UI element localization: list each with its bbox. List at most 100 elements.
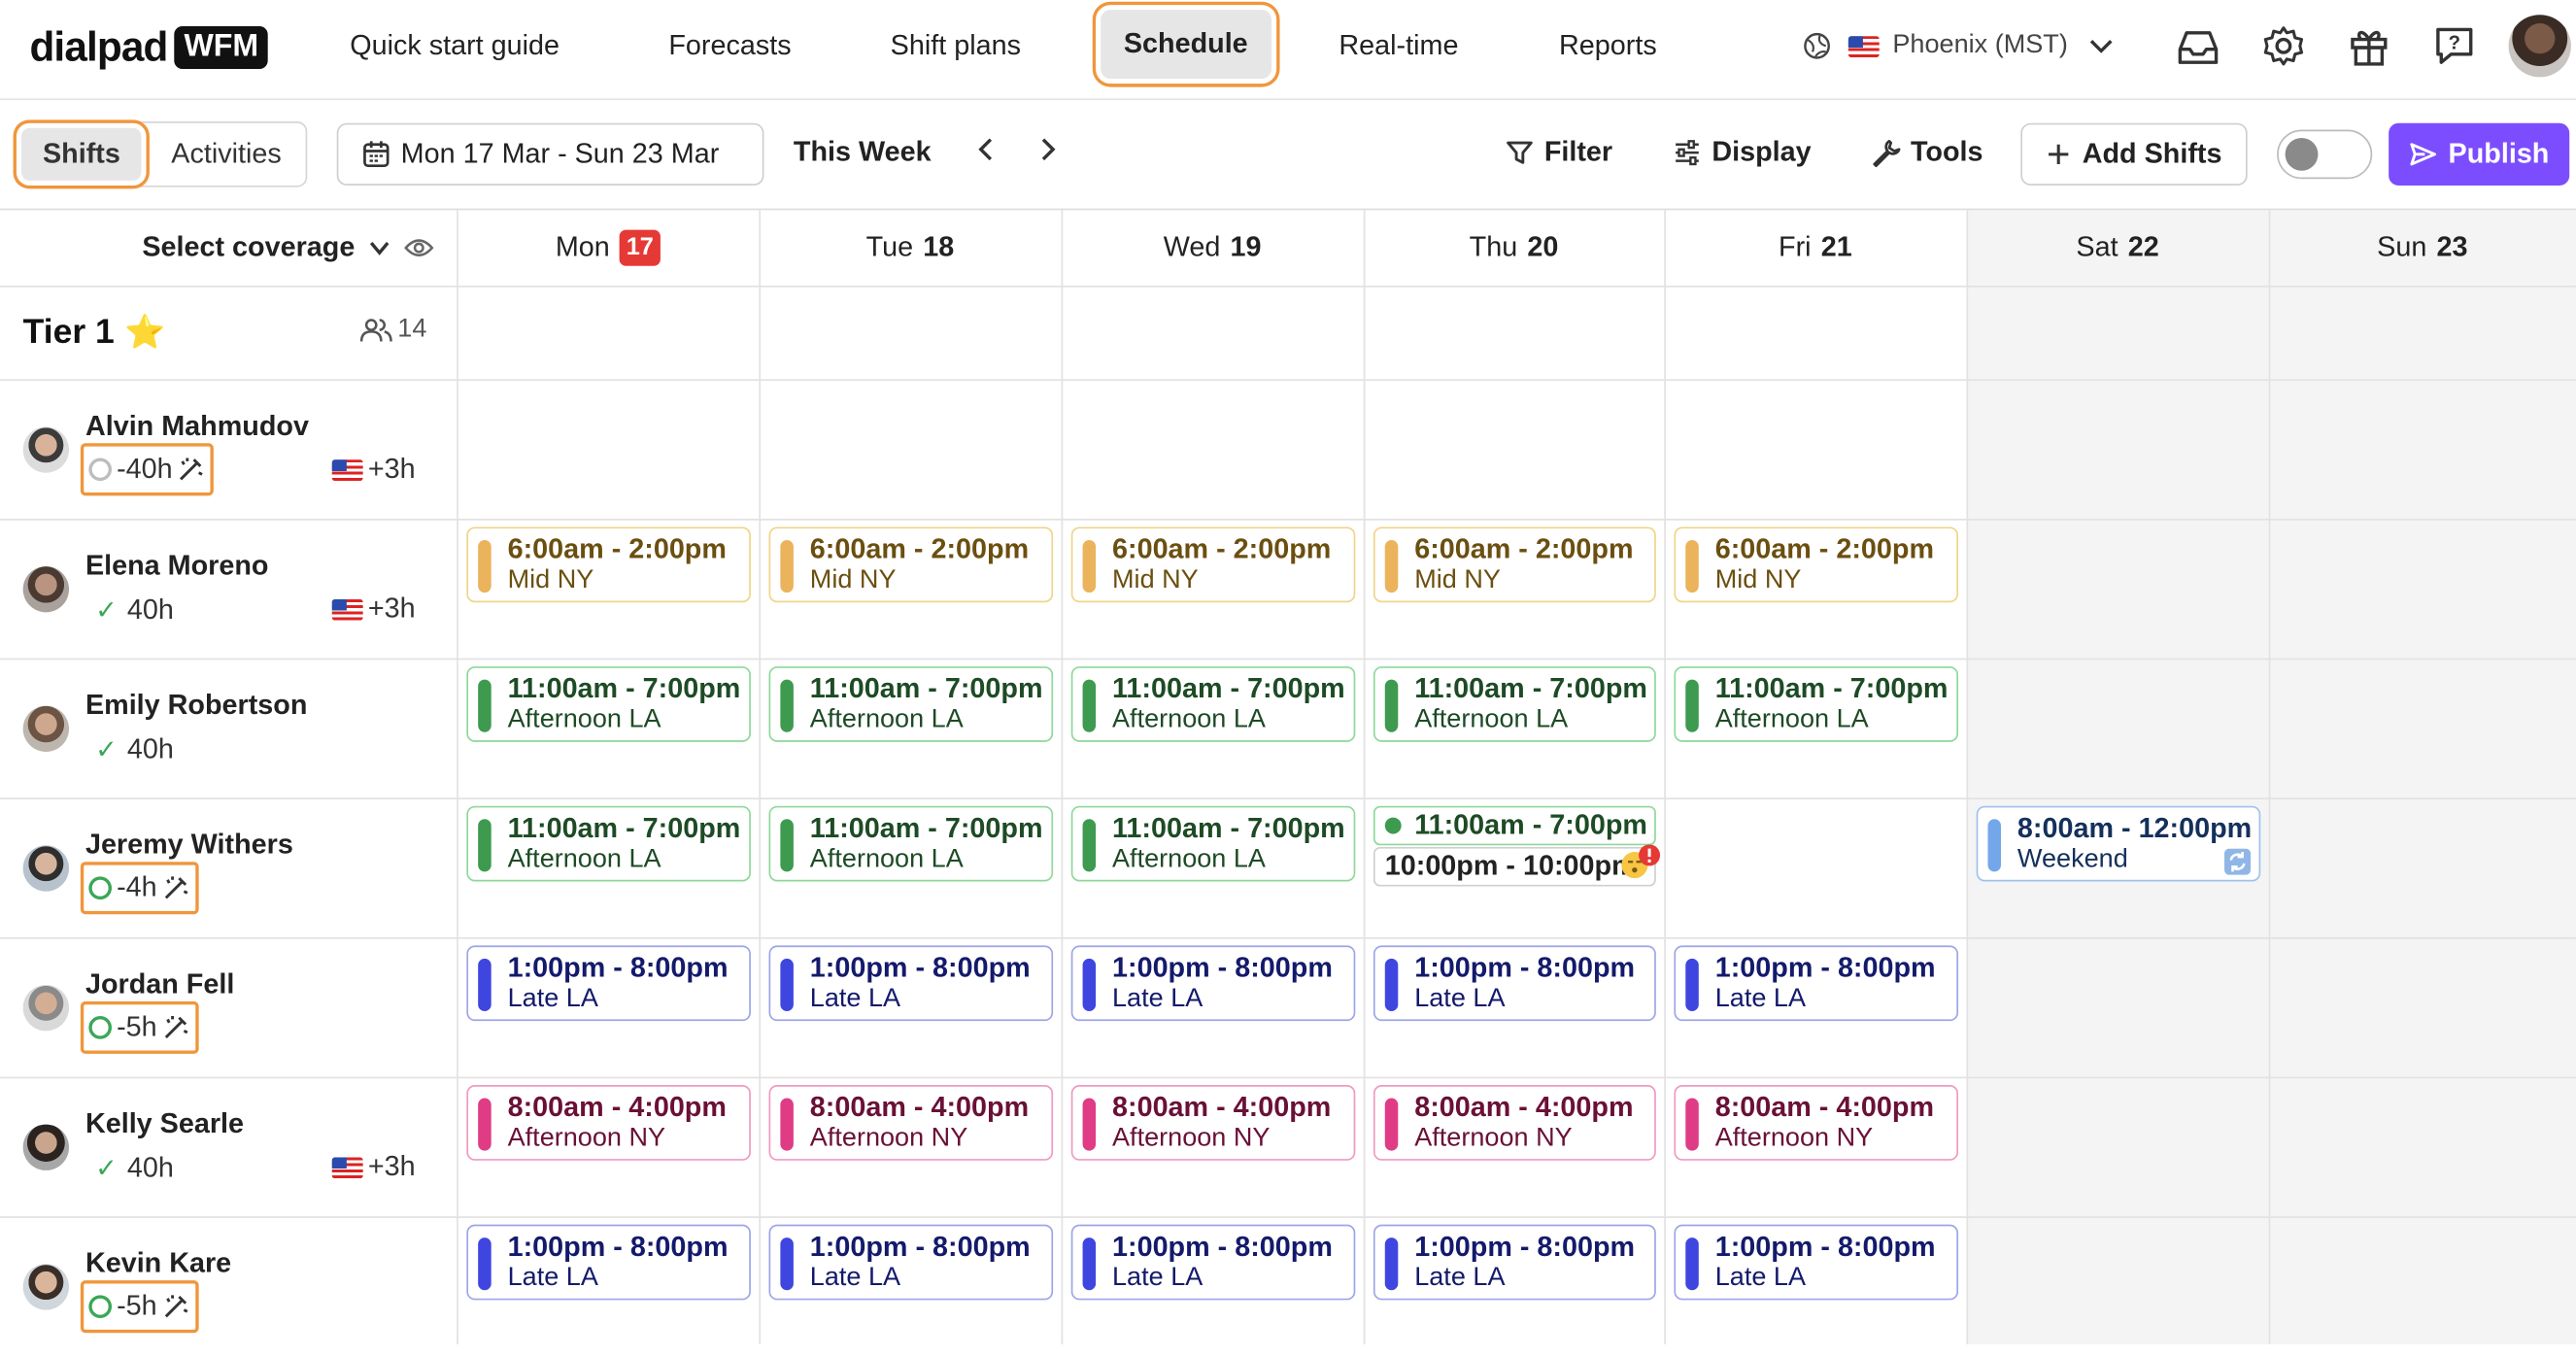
shift-name: Late LA bbox=[809, 984, 901, 1013]
svg-text:?: ? bbox=[2449, 33, 2460, 54]
send-icon bbox=[2410, 143, 2437, 166]
add-shifts-button[interactable]: Add Shifts bbox=[2020, 122, 2248, 186]
agent-hours-badge[interactable]: -40h bbox=[80, 443, 214, 496]
dialpad-wfm-logo[interactable]: dialpad WFM bbox=[29, 21, 269, 74]
shift-card[interactable]: 1:00pm - 8:00pm Late LA bbox=[768, 945, 1054, 1022]
publish-button[interactable]: Publish bbox=[2389, 122, 2570, 186]
agent-hours: -40h bbox=[117, 453, 173, 485]
select-coverage-dropdown[interactable]: Select coverage bbox=[0, 210, 457, 286]
shift-time: 1:00pm - 8:00pm bbox=[1112, 1231, 1333, 1263]
shift-card[interactable]: 11:00am - 7:00pm Afternoon LA bbox=[1674, 666, 1959, 742]
shift-card[interactable]: 8:00am - 4:00pm Afternoon NY bbox=[1070, 1085, 1356, 1161]
shift-card[interactable]: 6:00am - 2:00pm Mid NY bbox=[1070, 526, 1356, 603]
shift-color-bar bbox=[478, 819, 491, 872]
shift-card[interactable]: 1:00pm - 8:00pm Late LA bbox=[466, 945, 751, 1022]
shift-card[interactable]: 6:00am - 2:00pm Mid NY bbox=[1674, 526, 1959, 603]
day-name: Sun bbox=[2377, 231, 2427, 263]
tier-title[interactable]: Tier 1 ⭐ bbox=[23, 312, 165, 353]
magic-wand-icon bbox=[164, 1295, 187, 1318]
agent-hours-badge[interactable]: -4h bbox=[80, 862, 198, 915]
agent-row-alvin-mahmudov[interactable]: Alvin Mahmudov -40h +3h bbox=[0, 381, 457, 519]
help-chat-icon[interactable]: ? bbox=[2429, 21, 2479, 71]
shift-time: 1:00pm - 8:00pm bbox=[507, 952, 729, 984]
next-week-button[interactable] bbox=[1038, 136, 1058, 170]
shift-card[interactable]: 8:00am - 4:00pm Afternoon NY bbox=[466, 1085, 751, 1161]
nav-shift-plans[interactable]: Shift plans bbox=[890, 29, 1021, 61]
shift-card[interactable]: 6:00am - 2:00pm Mid NY bbox=[768, 526, 1054, 603]
sliders-icon bbox=[1676, 140, 1699, 166]
agent-row-jordan-fell[interactable]: Jordan Fell -5h bbox=[0, 939, 457, 1077]
grid-col-divider bbox=[1664, 210, 1666, 1345]
agent-hours-badge[interactable]: -5h bbox=[80, 1000, 198, 1054]
shift-card[interactable]: 6:00am - 2:00pm Mid NY bbox=[466, 526, 751, 603]
shift-card[interactable]: 11:00am - 7:00pm Afternoon LA bbox=[1070, 805, 1356, 882]
shift-card[interactable]: 8:00am - 12:00pm Weekend bbox=[1976, 805, 2261, 882]
shift-card[interactable]: 1:00pm - 8:00pm Late LA bbox=[1674, 1224, 1959, 1301]
previous-week-button[interactable] bbox=[976, 136, 996, 170]
shift-card[interactable]: 8:00am - 4:00pm Afternoon NY bbox=[768, 1085, 1054, 1161]
agent-row-jeremy-withers[interactable]: Jeremy Withers -4h bbox=[0, 799, 457, 937]
shift-card-compact[interactable]: 11:00am - 7:00pm bbox=[1373, 805, 1656, 846]
eye-icon[interactable] bbox=[404, 236, 434, 259]
nav-quick-start-guide[interactable]: Quick start guide bbox=[350, 29, 559, 61]
tools-button[interactable]: Tools bbox=[1871, 136, 1983, 169]
view-toggle-switch[interactable] bbox=[2277, 129, 2373, 180]
timezone-selector[interactable]: Phoenix (MST) bbox=[1802, 24, 2114, 67]
this-week-button[interactable]: This Week bbox=[793, 136, 932, 168]
shift-time: 11:00am - 7:00pm bbox=[1414, 809, 1647, 841]
date-range-picker[interactable]: Mon 17 Mar - Sun 23 Mar bbox=[336, 122, 764, 186]
day-name: Wed bbox=[1163, 231, 1221, 263]
shift-time: 11:00am - 7:00pm bbox=[1112, 672, 1345, 704]
display-label: Display bbox=[1712, 136, 1812, 168]
user-avatar[interactable] bbox=[2508, 15, 2571, 78]
shift-card[interactable]: 1:00pm - 8:00pm Late LA bbox=[1070, 945, 1356, 1022]
shift-card[interactable]: 11:00am - 7:00pm Afternoon LA bbox=[768, 805, 1054, 882]
tab-shifts[interactable]: Shifts bbox=[13, 119, 151, 189]
nav-real-time[interactable]: Real-time bbox=[1339, 29, 1459, 61]
tab-activities[interactable]: Activities bbox=[171, 137, 282, 170]
shift-card[interactable]: 8:00am - 4:00pm Afternoon NY bbox=[1674, 1085, 1959, 1161]
shift-color-bar bbox=[780, 679, 794, 732]
shift-card[interactable]: 11:00am - 7:00pm Afternoon LA bbox=[1373, 666, 1656, 742]
display-button[interactable]: Display bbox=[1673, 136, 1812, 169]
shift-card[interactable]: 1:00pm - 8:00pm Late LA bbox=[1674, 945, 1959, 1022]
shift-name: Late LA bbox=[1112, 984, 1203, 1013]
shift-card[interactable]: 1:00pm - 8:00pm Late LA bbox=[1373, 945, 1656, 1022]
shift-name: Late LA bbox=[1414, 1264, 1506, 1292]
day-header-wed: Wed 19 bbox=[1062, 210, 1364, 286]
gear-icon[interactable] bbox=[2259, 21, 2309, 71]
day-date: 19 bbox=[1230, 231, 1262, 263]
nav-reports[interactable]: Reports bbox=[1559, 29, 1657, 61]
agent-row-kevin-kare[interactable]: Kevin Kare -5h bbox=[0, 1218, 457, 1356]
agent-row-emily-robertson[interactable]: Emily Robertson ✓ 40h bbox=[0, 660, 457, 797]
progress-ring-icon bbox=[88, 1295, 113, 1318]
shift-card[interactable]: 1:00pm - 8:00pm Late LA bbox=[466, 1224, 751, 1301]
shift-card[interactable]: 6:00am - 2:00pm Mid NY bbox=[1373, 526, 1656, 603]
shift-card[interactable]: 8:00am - 4:00pm Afternoon NY bbox=[1373, 1085, 1656, 1161]
nav-schedule[interactable]: Schedule bbox=[1092, 1, 1279, 87]
filter-button[interactable]: Filter bbox=[1505, 136, 1612, 169]
shift-color-bar bbox=[780, 819, 794, 872]
agent-row-kelly-searle[interactable]: Kelly Searle ✓ 40h +3h bbox=[0, 1078, 457, 1216]
inbox-icon[interactable] bbox=[2174, 23, 2223, 73]
agent-hours-badge[interactable]: -5h bbox=[80, 1280, 198, 1334]
star-icon: ⭐ bbox=[123, 315, 166, 352]
shift-card[interactable]: 1:00pm - 8:00pm Late LA bbox=[1070, 1224, 1356, 1301]
agent-name: Jeremy Withers bbox=[85, 829, 293, 861]
shift-color-bar bbox=[1082, 679, 1097, 732]
shift-card[interactable]: 11:00am - 7:00pm Afternoon LA bbox=[768, 666, 1054, 742]
agent-avatar bbox=[22, 1124, 70, 1170]
shift-name: Afternoon NY bbox=[1414, 1124, 1573, 1153]
alert-icon[interactable] bbox=[1638, 844, 1661, 867]
shift-name: Late LA bbox=[507, 1264, 598, 1292]
shift-card[interactable]: 11:00am - 7:00pm Afternoon LA bbox=[466, 666, 751, 742]
gift-icon[interactable] bbox=[2344, 21, 2393, 71]
shift-card[interactable]: 11:00am - 7:00pm Afternoon LA bbox=[466, 805, 751, 882]
agent-row-elena-moreno[interactable]: Elena Moreno ✓ 40h +3h bbox=[0, 521, 457, 659]
shift-card-compact[interactable]: 10:00pm - 10:00pm bbox=[1373, 846, 1656, 887]
shift-card[interactable]: 11:00am - 7:00pm Afternoon LA bbox=[1070, 666, 1356, 742]
shift-card[interactable]: 1:00pm - 8:00pm Late LA bbox=[768, 1224, 1054, 1301]
shift-card[interactable]: 1:00pm - 8:00pm Late LA bbox=[1373, 1224, 1656, 1301]
nav-forecasts[interactable]: Forecasts bbox=[668, 29, 792, 61]
shift-name: Mid NY bbox=[1112, 566, 1199, 594]
